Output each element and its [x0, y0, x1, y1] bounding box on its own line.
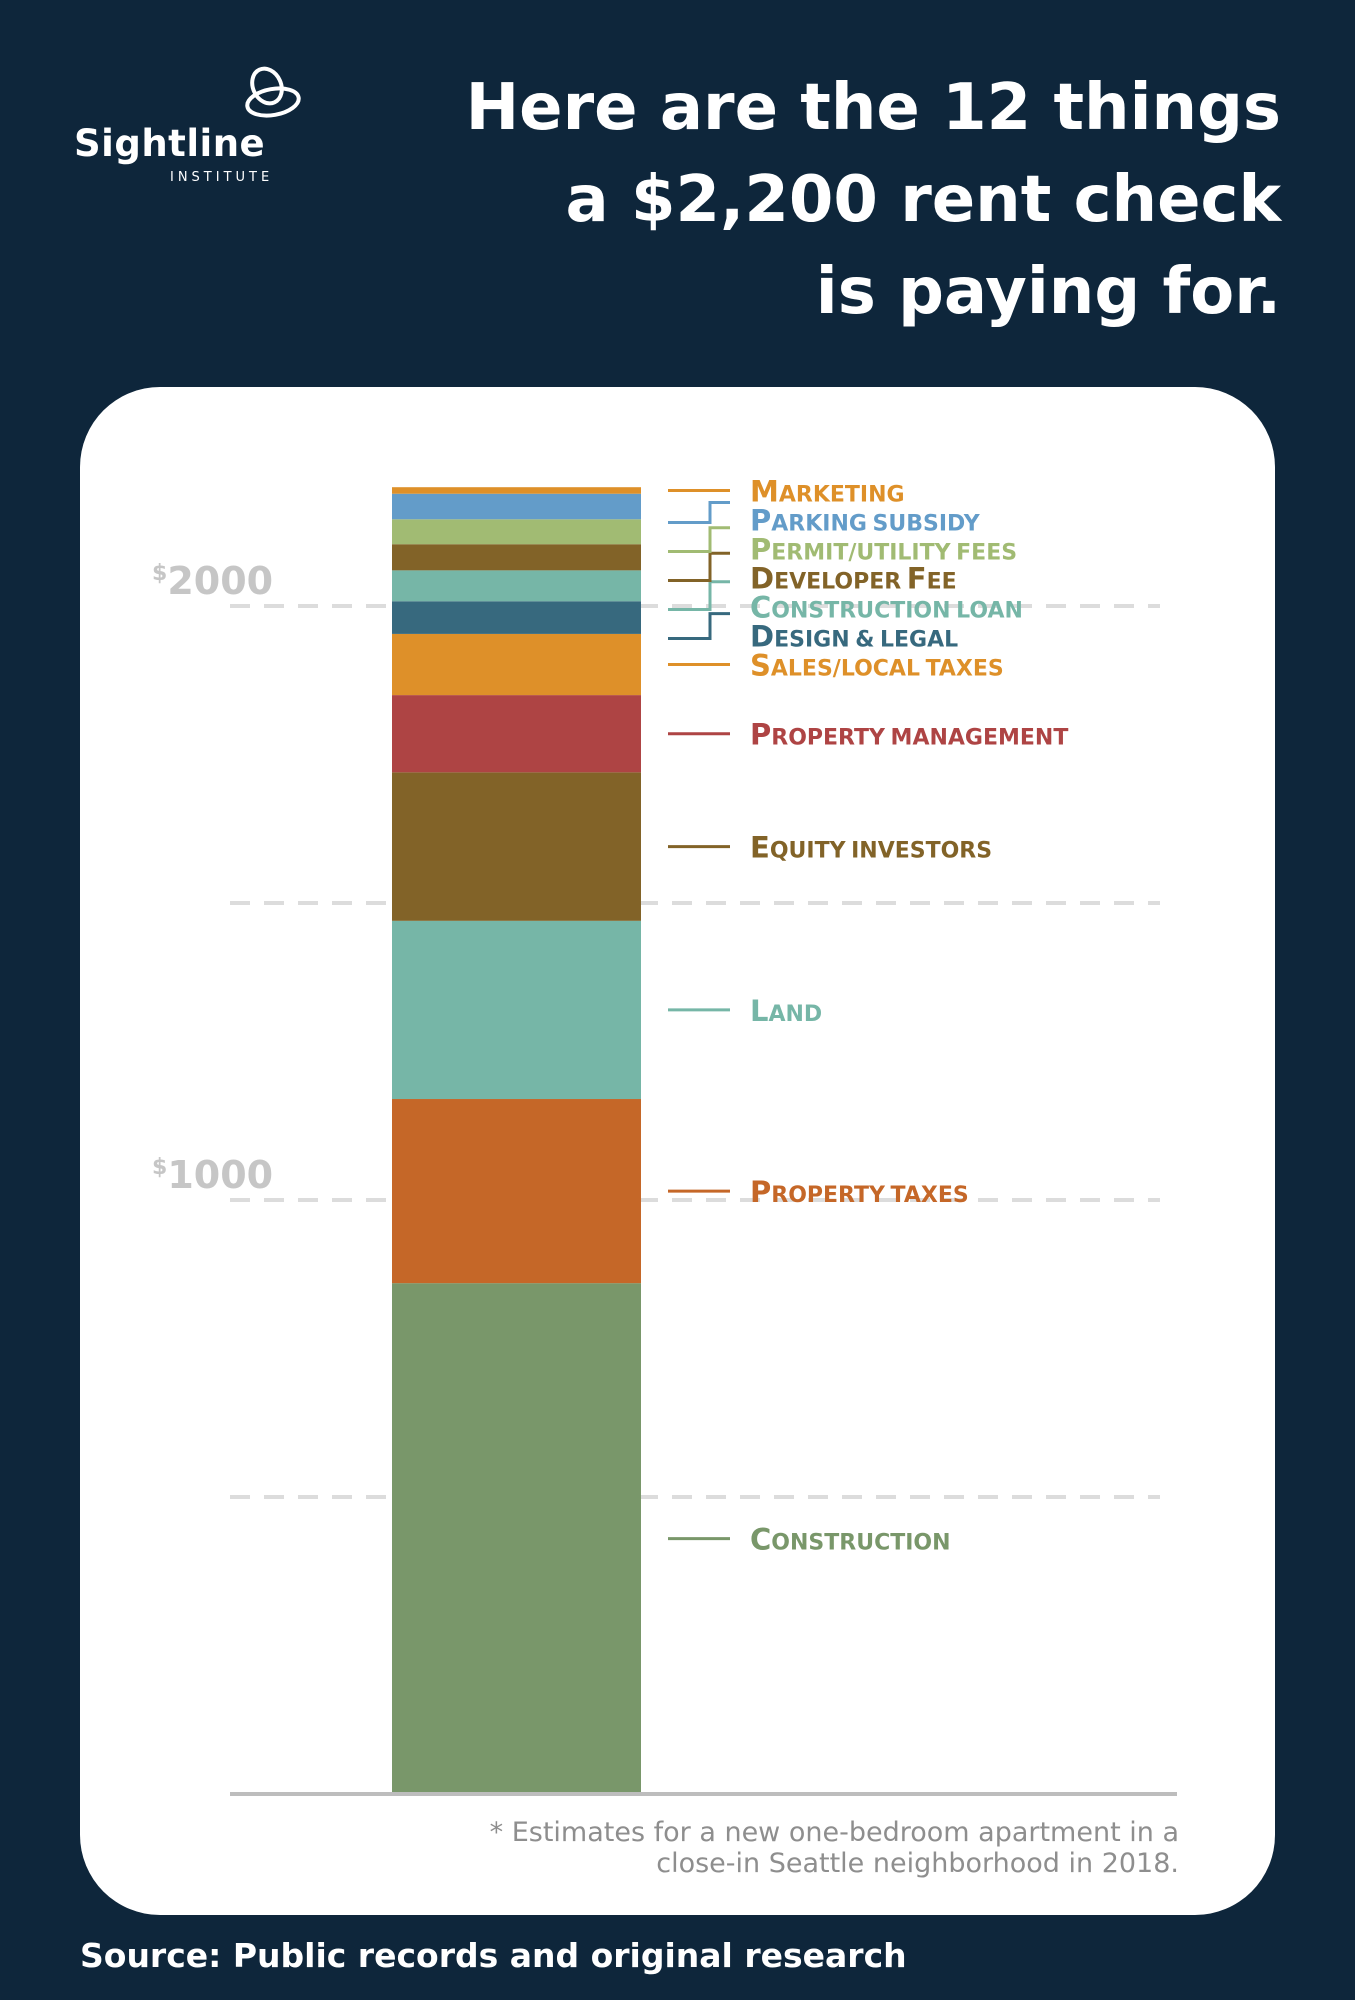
logo-name: Sightline [74, 122, 266, 165]
label-connector [668, 551, 730, 582]
sightline-loops-icon [245, 66, 301, 118]
segment-label: SALES/LOCAL TAXES [750, 649, 1004, 683]
segment-label: LAND [750, 994, 822, 1028]
bar-segment [392, 493, 641, 520]
y-tick-label: $2000 [152, 559, 273, 603]
headline-line-3: is paying for. [815, 255, 1281, 329]
footnote: * Estimates for a new one-bedroom apartm… [279, 1817, 1179, 1879]
y-tick-label: $1000 [152, 1153, 273, 1197]
headline-line-2: a $2,200 rent check [565, 163, 1281, 237]
bar-segment [392, 544, 641, 571]
label-connector [668, 580, 730, 611]
segment-label: DESIGN & LEGAL [750, 619, 958, 653]
segment-label: PROPERTY TAXES [750, 1175, 969, 1209]
label-connector [668, 501, 730, 524]
chart-card: $2000 $1000 CONSTRUCTION PROPERTY TAXES LAND… [80, 387, 1275, 1915]
bar-segment [392, 633, 641, 696]
bar-segment [392, 920, 641, 1100]
segment-label: EQUITY INVESTORS [750, 831, 992, 865]
bar-segment [392, 772, 641, 921]
bar-segment [392, 487, 641, 494]
bar-segment [392, 1099, 641, 1284]
footnote-line-2: close-in Seattle neighborhood in 2018. [656, 1848, 1179, 1879]
label-connector [668, 526, 730, 553]
segment-label: PROPERTY MANAGEMENT [750, 718, 1068, 752]
bar-segment [392, 601, 641, 634]
segment-label: CONSTRUCTION [750, 1523, 951, 1557]
stacked-bar-chart: $2000 $1000 CONSTRUCTION PROPERTY TAXES LAND… [152, 474, 1177, 1796]
bar-segment [392, 519, 641, 545]
segment-label: DEVELOPER FEE [750, 561, 957, 595]
segment-label: MARKETING [750, 474, 905, 508]
segment-label: PERMIT/UTILITY FEES [750, 532, 1017, 566]
bar-segment [392, 695, 641, 773]
footnote-line-1: * Estimates for a new one-bedroom apartm… [489, 1817, 1179, 1848]
headline-line-1: Here are the 12 things [465, 71, 1281, 145]
label-connector [668, 612, 730, 640]
logo-subtitle: INSTITUTE [170, 170, 274, 185]
bar-segment [392, 570, 641, 602]
source-note: Source: Public records and original rese… [80, 1936, 907, 1975]
sightline-logo: Sightline INSTITUTE [72, 58, 312, 188]
bar-segment [392, 1283, 641, 1794]
headline: Here are the 12 things a $2,200 rent che… [461, 62, 1281, 338]
segment-label: CONSTRUCTION LOAN [750, 590, 1023, 624]
segment-label: PARKING SUBSIDY [750, 503, 981, 537]
